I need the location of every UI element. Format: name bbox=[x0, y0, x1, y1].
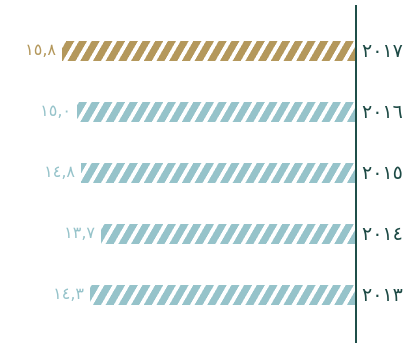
bar-3 bbox=[101, 224, 355, 244]
bar-1 bbox=[77, 102, 355, 122]
bar-0 bbox=[62, 41, 355, 61]
year-label-2: ٢٠١٥ bbox=[362, 162, 403, 184]
year-label-1: ٢٠١٦ bbox=[362, 101, 403, 123]
year-label-4: ٢٠١٣ bbox=[362, 284, 403, 306]
bar-4 bbox=[90, 285, 355, 305]
value-label-2: ١٤,٨ bbox=[44, 162, 75, 181]
value-label-1: ١٥,٠ bbox=[40, 101, 71, 120]
value-label-3: ١٣,٧ bbox=[64, 223, 95, 242]
value-label-0: ١٥,٨ bbox=[25, 40, 56, 59]
year-label-0: ٢٠١٧ bbox=[362, 40, 403, 62]
bar-2 bbox=[81, 163, 355, 183]
year-label-3: ٢٠١٤ bbox=[362, 223, 403, 245]
value-label-4: ١٤,٣ bbox=[53, 284, 84, 303]
chart-axis-line bbox=[355, 5, 357, 343]
